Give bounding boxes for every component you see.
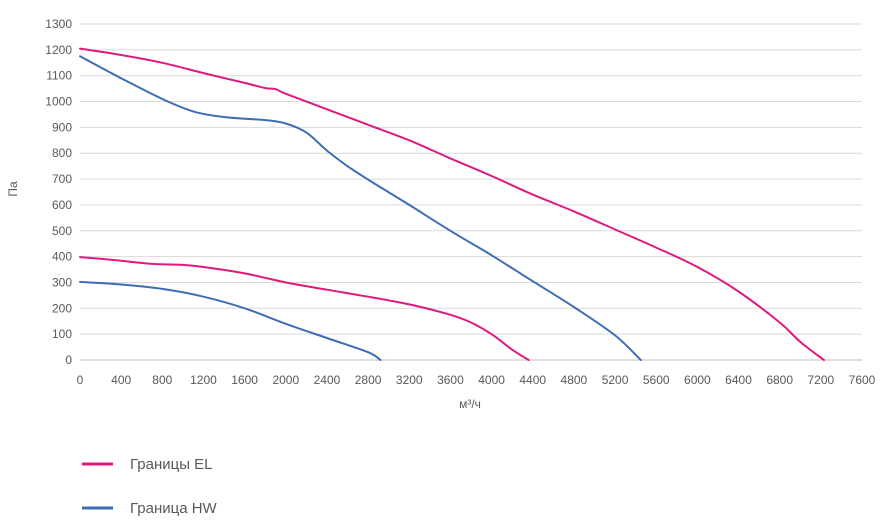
x-tick-label: 3600 bbox=[437, 373, 464, 387]
series-line-hw-1 bbox=[79, 55, 642, 361]
y-tick-label: 300 bbox=[52, 275, 72, 289]
y-axis-title: Па bbox=[6, 181, 20, 197]
y-tick-label: 1100 bbox=[46, 69, 72, 83]
y-tick-label: 1300 bbox=[45, 17, 72, 31]
y-tick-label: 400 bbox=[52, 250, 72, 264]
y-tick-label: 200 bbox=[52, 301, 72, 315]
x-tick-label: 800 bbox=[152, 373, 172, 387]
legend: Границы EL Граница HW bbox=[82, 456, 218, 517]
y-axis-ticks: 0 100 200 300 400 500 600 700 800 900 1000 1100 1200… bbox=[45, 17, 72, 367]
x-tick-label: 1200 bbox=[190, 373, 217, 387]
series-line-hw-2 bbox=[79, 280, 382, 361]
y-tick-label: 500 bbox=[52, 224, 72, 238]
x-tick-label: 400 bbox=[111, 373, 131, 387]
x-axis-ticks: 0 400 800 1200 1600 2000 2400 2800 3200 3600 4000 4… bbox=[77, 373, 876, 387]
x-tick-label: 2400 bbox=[314, 373, 341, 387]
x-tick-label: 7200 bbox=[807, 373, 834, 387]
y-tick-label: 900 bbox=[52, 120, 72, 134]
x-tick-label: 0 bbox=[77, 373, 84, 387]
x-tick-label: 5600 bbox=[643, 373, 670, 387]
x-tick-label: 4400 bbox=[519, 373, 546, 387]
x-tick-label: 2800 bbox=[355, 373, 382, 387]
x-tick-label: 6000 bbox=[684, 373, 711, 387]
y-tick-label: 800 bbox=[52, 146, 72, 160]
x-tick-label: 4800 bbox=[561, 373, 588, 387]
y-tick-label: 1200 bbox=[45, 43, 72, 57]
legend-label-el: Границы EL bbox=[130, 456, 213, 473]
x-axis-title: м³/ч bbox=[459, 397, 481, 411]
x-tick-label: 3200 bbox=[396, 373, 423, 387]
series-line-el-1 bbox=[79, 47, 825, 361]
x-tick-label: 4000 bbox=[478, 373, 505, 387]
x-tick-label: 7600 bbox=[849, 373, 876, 387]
y-tick-label: 700 bbox=[52, 172, 72, 186]
y-tick-label: 0 bbox=[65, 353, 72, 367]
y-tick-label: 100 bbox=[52, 327, 72, 341]
x-tick-label: 2000 bbox=[272, 373, 299, 387]
x-tick-label: 5200 bbox=[602, 373, 629, 387]
x-tick-label: 6400 bbox=[725, 373, 752, 387]
y-tick-label: 1000 bbox=[45, 95, 72, 109]
series-lines bbox=[79, 47, 825, 361]
series-line-el-2 bbox=[79, 256, 530, 361]
gridlines bbox=[80, 23, 862, 361]
y-tick-label: 600 bbox=[52, 198, 72, 212]
x-tick-label: 1600 bbox=[231, 373, 258, 387]
x-tick-label: 6800 bbox=[766, 373, 793, 387]
legend-label-hw: Граница HW bbox=[130, 500, 218, 517]
